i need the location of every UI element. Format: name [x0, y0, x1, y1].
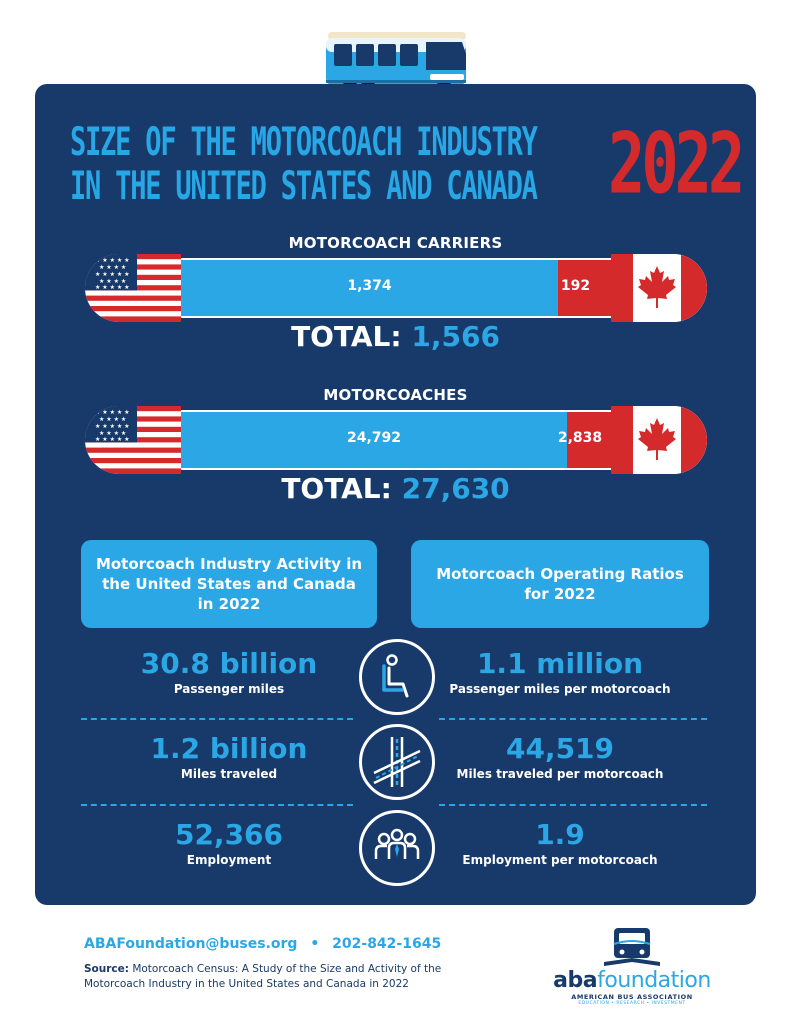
- passenger-miles-per-coach-label: Passenger miles per motorcoach: [449, 681, 671, 696]
- passenger-miles-stat: 30.8 billion Passenger miles: [81, 647, 377, 696]
- book-bus-icon: [604, 928, 660, 966]
- carriers-ca-value: 192: [560, 278, 591, 294]
- carriers-ca-bar: [558, 258, 611, 318]
- ratios-card: Motorcoach Operating Ratios for 2022: [411, 540, 709, 628]
- passenger-miles-label: Passenger miles: [173, 681, 285, 696]
- road-icon: [359, 724, 435, 800]
- svg-text:★ ★ ★ ★ ★: ★ ★ ★ ★ ★: [95, 423, 130, 430]
- footer-contact: ABAFoundation@buses.org • 202-842-1645: [84, 936, 441, 952]
- aba-foundation-logo: abafoundation AMERICAN BUS ASSOCIATION E…: [548, 922, 716, 1006]
- motorcoaches-label: MOTORCOACHES: [323, 386, 468, 404]
- divider: [439, 804, 707, 806]
- logo-word-aba: aba: [553, 968, 598, 993]
- passenger-miles-per-coach-stat: 1.1 million Passenger miles per motorcoa…: [411, 647, 709, 696]
- people-icon: [359, 810, 435, 886]
- motorcoaches-us-value: 24,792: [346, 430, 402, 446]
- motorcoaches-ca-bar: [567, 410, 611, 470]
- us-flag-icon: ★ ★ ★ ★ ★ ★ ★ ★ ★ ★ ★ ★ ★ ★ ★ ★ ★ ★ ★ ★ …: [85, 254, 181, 322]
- title-line-2: IN THE UNITED STATES AND CANADA: [70, 164, 538, 209]
- logo-wordmark: abafoundation: [548, 968, 716, 993]
- motorcoaches-total: TOTAL: 27,630: [35, 472, 756, 505]
- carriers-label: MOTORCOACH CARRIERS: [288, 234, 503, 252]
- motorcoaches-total-label: TOTAL:: [281, 472, 392, 505]
- title-block: SIZE OF THE MOTORCOACH INDUSTRY IN THE U…: [70, 114, 745, 234]
- divider: [81, 804, 353, 806]
- us-flag-icon: ★ ★ ★ ★ ★ ★ ★ ★ ★ ★ ★ ★ ★ ★ ★ ★ ★ ★ ★ ★ …: [85, 406, 181, 474]
- canada-flag-icon: [611, 254, 707, 322]
- svg-text:★ ★ ★ ★: ★ ★ ★ ★: [99, 416, 126, 423]
- miles-traveled-stat: 1.2 billion Miles traveled: [81, 732, 377, 781]
- source-label: Source:: [84, 963, 129, 975]
- source-text: Motorcoach Census: A Study of the Size a…: [84, 963, 442, 990]
- activity-card: Motorcoach Industry Activity in the Unit…: [81, 540, 377, 628]
- miles-per-coach-label: Miles traveled per motorcoach: [456, 766, 664, 781]
- motorcoaches-us-bar: [181, 410, 567, 470]
- carriers-total-value: 1,566: [411, 320, 500, 353]
- svg-text:★ ★ ★ ★: ★ ★ ★ ★: [99, 430, 126, 437]
- svg-text:★ ★ ★ ★ ★: ★ ★ ★ ★ ★: [95, 257, 130, 264]
- svg-text:★ ★ ★ ★: ★ ★ ★ ★: [99, 278, 126, 285]
- motorcoaches-total-value: 27,630: [401, 472, 510, 505]
- miles-traveled-label: Miles traveled: [180, 766, 278, 781]
- employment-label: Employment: [186, 852, 272, 867]
- employment-per-coach-stat: 1.9 Employment per motorcoach: [411, 818, 709, 867]
- logo-word-foundation: foundation: [597, 968, 711, 993]
- footer-source: Source: Motorcoach Census: A Study of th…: [84, 962, 504, 991]
- seat-icon: [359, 639, 435, 715]
- divider: [81, 718, 353, 720]
- employment-stat: 52,366 Employment: [81, 818, 377, 867]
- employment-per-coach-label: Employment per motorcoach: [462, 852, 658, 867]
- svg-text:★ ★ ★ ★ ★: ★ ★ ★ ★ ★: [95, 271, 130, 278]
- carriers-total: TOTAL: 1,566: [35, 320, 756, 353]
- svg-text:★ ★ ★ ★ ★: ★ ★ ★ ★ ★: [95, 409, 130, 416]
- miles-per-coach-value: 44,519: [505, 732, 615, 765]
- svg-text:★ ★ ★ ★ ★: ★ ★ ★ ★ ★: [95, 284, 130, 291]
- carriers-us-bar: [181, 258, 558, 318]
- canada-flag-icon: [611, 406, 707, 474]
- carriers-us-value: 1,374: [347, 278, 392, 294]
- employment-value: 52,366: [174, 818, 284, 851]
- passenger-miles-per-coach-value: 1.1 million: [476, 647, 644, 680]
- main-panel: SIZE OF THE MOTORCOACH INDUSTRY IN THE U…: [35, 84, 756, 905]
- motorcoaches-ca-value: 2,838: [557, 430, 603, 446]
- svg-text:★ ★ ★ ★: ★ ★ ★ ★: [99, 264, 126, 271]
- email-link[interactable]: ABAFoundation@buses.org: [84, 936, 298, 952]
- miles-per-coach-stat: 44,519 Miles traveled per motorcoach: [411, 732, 709, 781]
- logo-subtitle: AMERICAN BUS ASSOCIATION: [571, 993, 693, 1001]
- passenger-miles-value: 30.8 billion: [140, 647, 318, 680]
- employment-per-coach-value: 1.9: [535, 818, 585, 851]
- footer-separator: •: [310, 936, 320, 952]
- carriers-bar: 1,374 192 ★ ★ ★ ★ ★ ★ ★ ★ ★ ★ ★ ★ ★ ★ ★ …: [85, 254, 707, 322]
- title-line-1: SIZE OF THE MOTORCOACH INDUSTRY: [70, 120, 538, 165]
- motorcoaches-bar: 24,792 2,838 ★ ★ ★ ★ ★ ★ ★ ★ ★ ★ ★ ★ ★ ★…: [85, 406, 707, 474]
- logo-tagline: EDUCATION • RESEARCH • INVESTMENT: [578, 1001, 686, 1006]
- miles-traveled-value: 1.2 billion: [150, 732, 308, 765]
- phone-number[interactable]: 202-842-1645: [332, 936, 442, 952]
- title-year: 2022: [608, 114, 745, 213]
- divider: [439, 718, 707, 720]
- svg-text:★ ★ ★ ★ ★: ★ ★ ★ ★ ★: [95, 436, 130, 443]
- carriers-total-label: TOTAL:: [291, 320, 402, 353]
